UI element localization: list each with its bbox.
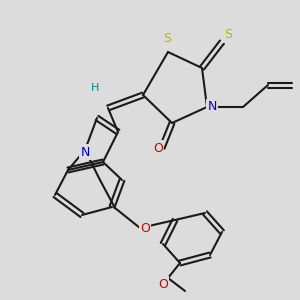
Text: S: S <box>224 28 232 41</box>
Text: O: O <box>158 278 168 290</box>
Text: S: S <box>163 32 171 44</box>
Text: N: N <box>80 146 90 158</box>
Text: O: O <box>140 221 150 235</box>
Text: O: O <box>153 142 163 154</box>
Text: H: H <box>91 83 99 93</box>
Text: N: N <box>207 100 217 113</box>
